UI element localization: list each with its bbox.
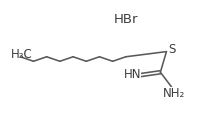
Text: HBr: HBr [113, 13, 138, 26]
Text: HN: HN [123, 68, 141, 81]
Text: S: S [167, 43, 174, 55]
Text: NH₂: NH₂ [162, 87, 184, 100]
Text: H₃C: H₃C [11, 48, 33, 61]
